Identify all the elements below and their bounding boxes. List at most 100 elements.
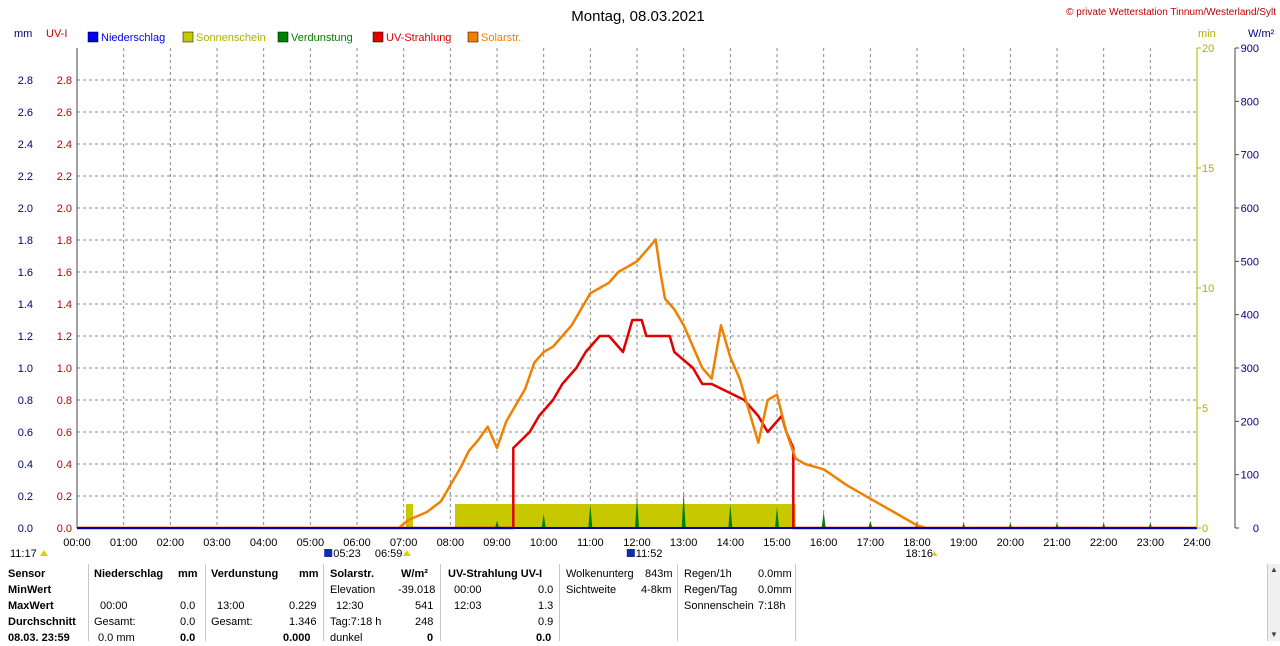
y-min-tick-label-1: 5 — [1202, 403, 1208, 415]
y-uv-tick-label-1: 0.2 — [57, 491, 72, 503]
evaporation-spike-4 — [681, 492, 686, 528]
x-tick-label-23: 23:00 — [1137, 537, 1165, 549]
sunset-icon — [933, 550, 938, 556]
sunrise2-icon — [402, 550, 411, 556]
y-wm2-tick-label-0: 0 — [1253, 523, 1259, 535]
y-mm-tick-label-4: 0.8 — [18, 395, 33, 407]
copyright-text: © private Wetterstation Tinnum/Westerlan… — [1066, 7, 1276, 18]
legend-swatch-2 — [277, 31, 289, 43]
y-wm2-tick-label-8: 800 — [1241, 96, 1259, 108]
y-mm-tick-label-0: 0.0 — [18, 523, 33, 535]
x-tick-label-15: 15:00 — [763, 537, 791, 549]
scroll-down-icon[interactable]: ▼ — [1270, 630, 1278, 639]
row-label-max: MaxWert — [8, 600, 54, 612]
y-uv-tick-label-5: 1.0 — [57, 363, 72, 375]
sunshine-bar-1 — [455, 504, 796, 528]
x-tick-label-5: 05:00 — [297, 537, 325, 549]
evaporation-spike-7 — [821, 511, 826, 528]
y-mm-tick-label-2: 0.4 — [18, 459, 33, 471]
y-wm2-tick-label-6: 600 — [1241, 203, 1259, 215]
y-mm-tick-label-1: 0.2 — [18, 491, 33, 503]
solar-r3-label: Tag:7:18 h — [330, 616, 382, 628]
row-label-min: MinWert — [8, 584, 52, 596]
uv-r2-val: 1.3 — [538, 600, 554, 612]
x-tick-label-9: 09:00 — [483, 537, 511, 549]
evaporation-spike-3 — [635, 496, 639, 528]
verdunstung-last-total: 0.000 — [283, 632, 311, 644]
noon-label: 11:52 — [636, 548, 663, 560]
uv-r4-val: 0.0 — [536, 632, 552, 644]
table-scrollbar[interactable]: ▲ ▼ — [1267, 564, 1280, 641]
niederschlag-max-val: 0.0 — [180, 600, 196, 612]
scroll-up-icon[interactable]: ▲ — [1270, 565, 1278, 574]
evaporation-spike-6 — [775, 506, 779, 528]
x-tick-label-17: 17:00 — [857, 537, 885, 549]
y-wm2-tick-label-3: 300 — [1241, 363, 1259, 375]
y-mm-tick-label-9: 1.8 — [18, 235, 33, 247]
uv-r3-val: 0.9 — [538, 616, 554, 628]
niederschlag-head: Niederschlag — [94, 568, 164, 580]
y-min-tick-label-3: 15 — [1202, 163, 1214, 175]
y-uv-tick-label-10: 2.0 — [57, 203, 72, 215]
niederschlag-last-total: 0.0 — [180, 632, 196, 644]
y-mm-tick-label-13: 2.6 — [18, 107, 33, 119]
x-tick-label-6: 06:00 — [343, 537, 371, 549]
row-label-avg: Durchschnitt — [8, 616, 76, 628]
niederschlag-unit: mm — [178, 568, 198, 580]
x-tick-label-8: 08:00 — [437, 537, 465, 549]
y-mm-tick-label-6: 1.2 — [18, 331, 33, 343]
x-tick-label-4: 04:00 — [250, 537, 278, 549]
left-time-label: 11:17 — [10, 548, 37, 560]
solar-r1-val: -39.018 — [398, 584, 436, 596]
x-tick-label-24: 24:00 — [1183, 537, 1211, 549]
solar-r1-label: Elevation — [330, 584, 376, 596]
row-label-sensor: Sensor — [8, 568, 46, 580]
uv-r2-label: 12:03 — [454, 600, 482, 612]
y-uv-tick-label-4: 0.8 — [57, 395, 72, 407]
y-mm-tick-label-12: 2.4 — [18, 139, 33, 151]
uv-head: UV-Strahlung UV-I — [448, 568, 543, 580]
solar-r4-val: 0 — [427, 632, 434, 644]
niederschlag-max-time: 00:00 — [100, 600, 128, 612]
legend-label-3: UV-Strahlung — [386, 32, 451, 44]
series-layer — [77, 238, 1197, 530]
y-wm2-tick-label-9: 900 — [1241, 43, 1259, 55]
uv-r1-label: 00:00 — [454, 584, 482, 596]
solar-head: Solarstr. — [330, 568, 375, 580]
niederschlag-column: Niederschlag mm 00:00 0.0 Gesamt: 0.0 0.… — [88, 564, 206, 644]
y-mm-tick-label-14: 2.8 — [18, 75, 33, 87]
y-uv-tick-label-12: 2.4 — [57, 139, 72, 151]
y-mm-tick-label-10: 2.0 — [18, 203, 33, 215]
legend-swatch-0 — [87, 31, 99, 43]
solar-unit: W/m² — [401, 568, 428, 580]
sunset-label: 18:16 — [905, 548, 933, 560]
solar-column: Solarstr. W/m² Elevation -39.018 12:30 5… — [323, 564, 441, 644]
uv-r1-val: 0.0 — [538, 584, 554, 596]
legend-swatch-1 — [182, 31, 194, 43]
x-tick-label-19: 19:00 — [950, 537, 978, 549]
y-uv-tick-label-2: 0.4 — [57, 459, 72, 471]
chart-title: Montag, 08.03.2021 — [571, 8, 704, 25]
y-uv-tick-label-11: 2.2 — [57, 171, 72, 183]
rain-day-label: Regen/Tag — [684, 584, 738, 596]
visibility-val: 4-8km — [641, 584, 672, 596]
x-tick-label-10: 10:00 — [530, 537, 558, 549]
evaporation-spike-8 — [868, 520, 873, 528]
y-wm2-tick-label-5: 500 — [1241, 256, 1259, 268]
solar-r4-label: dunkel — [330, 632, 363, 644]
verdunstung-max-val: 0.229 — [289, 600, 317, 612]
x-tick-label-7: 07:00 — [390, 537, 418, 549]
uv-column: UV-Strahlung UV-I 00:00 0.0 12:03 1.3 0.… — [440, 564, 560, 644]
x-tick-label-0: 00:00 — [63, 537, 91, 549]
axis-unit-min: min — [1198, 28, 1216, 40]
cloud-column: Wolkenunterg 843m Sichtweite 4-8km — [559, 564, 678, 641]
solar-r2-label: 12:30 — [336, 600, 364, 612]
axes-layer: 00:00 01:00 02:00 03:00 04:00 05:00 06:00 07:00… — [18, 43, 1259, 549]
x-tick-label-12: 12:00 — [623, 537, 651, 549]
y-wm2-tick-label-4: 400 — [1241, 310, 1259, 322]
row-label-last: 08.03. 23:59 — [8, 632, 70, 644]
sunrise2-label: 06:59 — [375, 548, 403, 560]
niederschlag-sum-val: 0.0 — [180, 616, 196, 628]
legend-label-2: Verdunstung — [291, 32, 353, 44]
uv-series-line — [77, 318, 1197, 530]
